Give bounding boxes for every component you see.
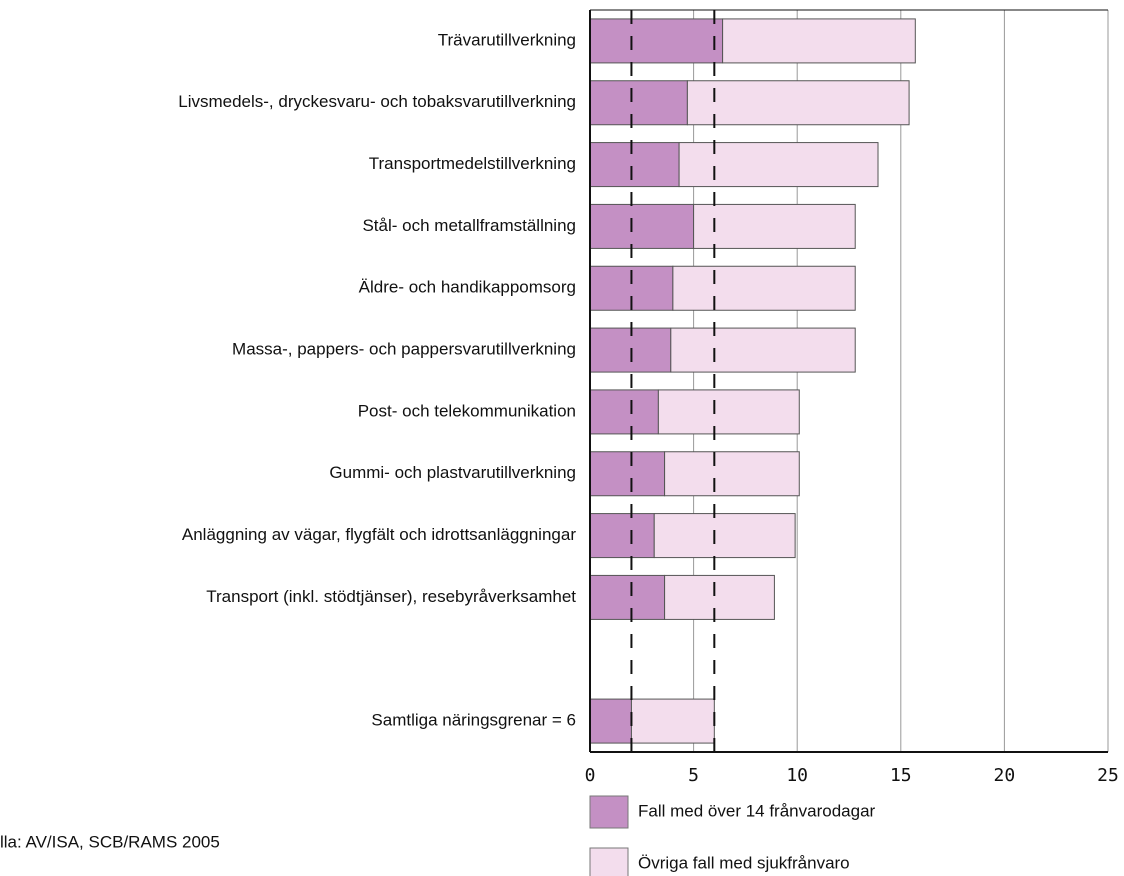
x-tick-label: 20 [994,765,1016,786]
bar [664,451,800,497]
bar [686,80,910,126]
y-tick-label: Massa-, pappers- och pappersvarutillverk… [232,340,576,359]
x-tick-label: 10 [786,765,808,786]
y-tick-label: Anläggning av vägar, flygfält och idrott… [182,525,576,544]
bar [589,203,695,249]
bar [589,142,680,188]
y-tick-label: Trävarutillverkning [438,30,576,49]
y-tick-label: Transportmedelstillverkning [369,154,576,173]
legend-label: Övriga fall med sjukfrånvaro [638,853,850,872]
bar [653,513,796,559]
y-tick-label: Äldre- och handikappomsorg [359,278,576,297]
x-tick-label: 25 [1097,765,1119,786]
bar [589,698,632,744]
x-tick-label: 0 [585,765,596,786]
x-tick-label: 5 [688,765,699,786]
bar [589,389,659,435]
legend-swatch [589,847,629,876]
bar [722,18,916,64]
y-tick-label: Livsmedels-, dryckesvaru- och tobaksvaru… [178,92,576,111]
bar [589,451,666,497]
bar [589,513,655,559]
y-tick-label: Transport (inkl. stödtjänser), resebyråv… [206,587,576,606]
bar [678,142,879,188]
x-tick-label: 15 [890,765,912,786]
bar [664,574,775,620]
bar [693,203,856,249]
bar [672,265,856,311]
legend-swatch [589,795,629,829]
legend-label: Fall med över 14 frånvarodagar [638,801,876,820]
y-tick-label: Post- och telekommunikation [358,401,576,420]
bar [589,18,724,64]
bar [589,574,666,620]
source-note: lla: AV/ISA, SCB/RAMS 2005 [0,832,220,851]
bar [589,327,672,373]
y-tick-label: Stål- och metallframställning [362,216,576,235]
y-tick-label: Samtliga näringsgrenar = 6 [371,711,576,730]
bar [630,698,715,744]
y-tick-label: Gummi- och plastvarutillverkning [329,463,576,482]
bar [670,327,856,373]
bar [589,80,688,126]
bar [657,389,800,435]
